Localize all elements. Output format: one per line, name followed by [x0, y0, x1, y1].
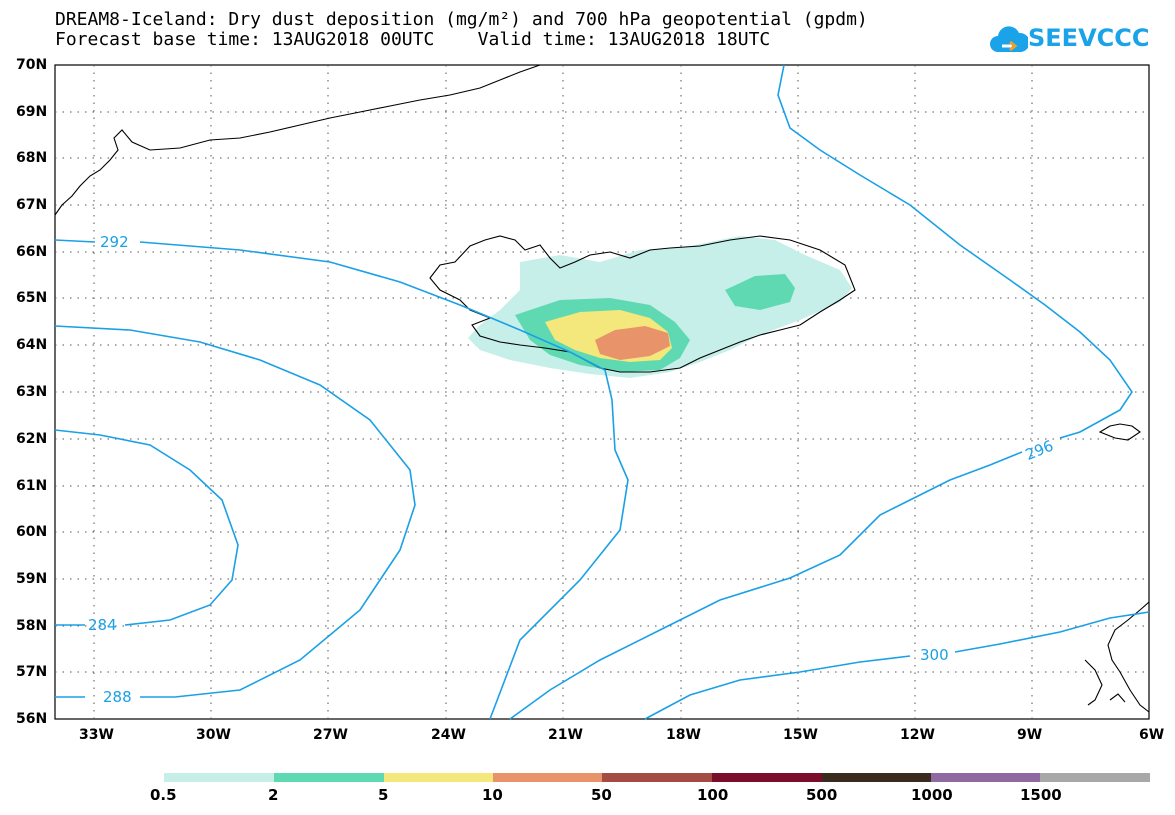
lat-label: 70N: [16, 57, 48, 73]
colorbar-swatch: [712, 773, 822, 782]
colorbar-swatch: [384, 773, 493, 782]
lat-label: 62N: [16, 431, 48, 447]
colorbar-swatch: [822, 773, 931, 782]
colorbar-swatch: [1040, 773, 1150, 782]
lat-label: 65N: [16, 290, 48, 306]
contour-label: 300: [920, 646, 949, 664]
lat-label: 69N: [16, 104, 48, 120]
lat-label: 57N: [16, 664, 48, 680]
lat-label: 60N: [16, 524, 48, 540]
lon-label: 18W: [666, 727, 701, 743]
dust-deposition-field: [468, 236, 852, 378]
cloud-icon: [990, 26, 1028, 52]
faroe-islands: [1098, 423, 1141, 441]
lon-label: 30W: [196, 727, 231, 743]
lat-label: 63N: [16, 384, 48, 400]
contour-label: 296: [1023, 437, 1056, 464]
colorbar-label: 0.5: [150, 786, 177, 804]
logo-text: SEEVCCC: [1028, 24, 1150, 52]
dust-level-2: [725, 274, 795, 310]
lat-label: 56N: [16, 711, 48, 727]
lon-label: 6W: [1139, 727, 1165, 743]
scotland-coast: [1107, 601, 1150, 713]
contour-292: [54, 239, 629, 720]
lat-label: 66N: [16, 244, 48, 260]
greenland-coast: [54, 64, 541, 216]
scotland-islands: [1084, 659, 1126, 706]
contour-284: [54, 429, 239, 626]
lat-label: 61N: [16, 478, 48, 494]
colorbar-swatch: [602, 773, 712, 782]
lat-label: 58N: [16, 618, 48, 634]
lat-label: 67N: [16, 197, 48, 213]
contour-label: 284: [88, 616, 117, 634]
map-frame: [54, 64, 1150, 720]
colorbar-label: 100: [697, 786, 729, 804]
lon-label: 33W: [79, 727, 114, 743]
contour-296-upper: [777, 64, 1133, 439]
coastlines: [54, 64, 1150, 713]
iceland-coast: [429, 235, 856, 373]
lon-label: 9W: [1017, 727, 1043, 743]
colorbar-swatch: [493, 773, 602, 782]
lon-label: 15W: [783, 727, 818, 743]
dust-level-10: [595, 326, 670, 360]
colorbar-swatch: [931, 773, 1040, 782]
seevccc-logo: SEEVCCC: [990, 20, 1150, 60]
lat-label: 64N: [16, 337, 48, 353]
colorbar-label: 5: [378, 786, 389, 804]
colorbar-label: 500: [806, 786, 838, 804]
chart-title-line2: Forecast base time: 13AUG2018 00UTC Vali…: [55, 29, 771, 50]
contour-label: 288: [103, 688, 132, 706]
colorbar-label: 10: [482, 786, 503, 804]
contour-288: [54, 325, 416, 698]
lon-label: 24W: [431, 727, 466, 743]
graticule: [55, 65, 1149, 719]
colorbar-swatch: [274, 773, 384, 782]
geopotential-contours: [54, 64, 1150, 720]
colorbar-label: 50: [591, 786, 612, 804]
contour-300: [644, 611, 1150, 720]
contour-296-lower: [509, 451, 1023, 720]
lat-label: 59N: [16, 571, 48, 587]
chart-title-line1: DREAM8-Iceland: Dry dust deposition (mg/…: [55, 9, 868, 30]
colorbar-label: 1000: [911, 786, 953, 804]
lon-label: 21W: [548, 727, 583, 743]
contour-label: 292: [100, 233, 129, 251]
colorbar-label: 1500: [1020, 786, 1062, 804]
lon-label: 12W: [900, 727, 935, 743]
lon-label: 27W: [313, 727, 348, 743]
lat-label: 68N: [16, 150, 48, 166]
colorbar-swatch: [164, 773, 274, 782]
colorbar-label: 2: [268, 786, 279, 804]
